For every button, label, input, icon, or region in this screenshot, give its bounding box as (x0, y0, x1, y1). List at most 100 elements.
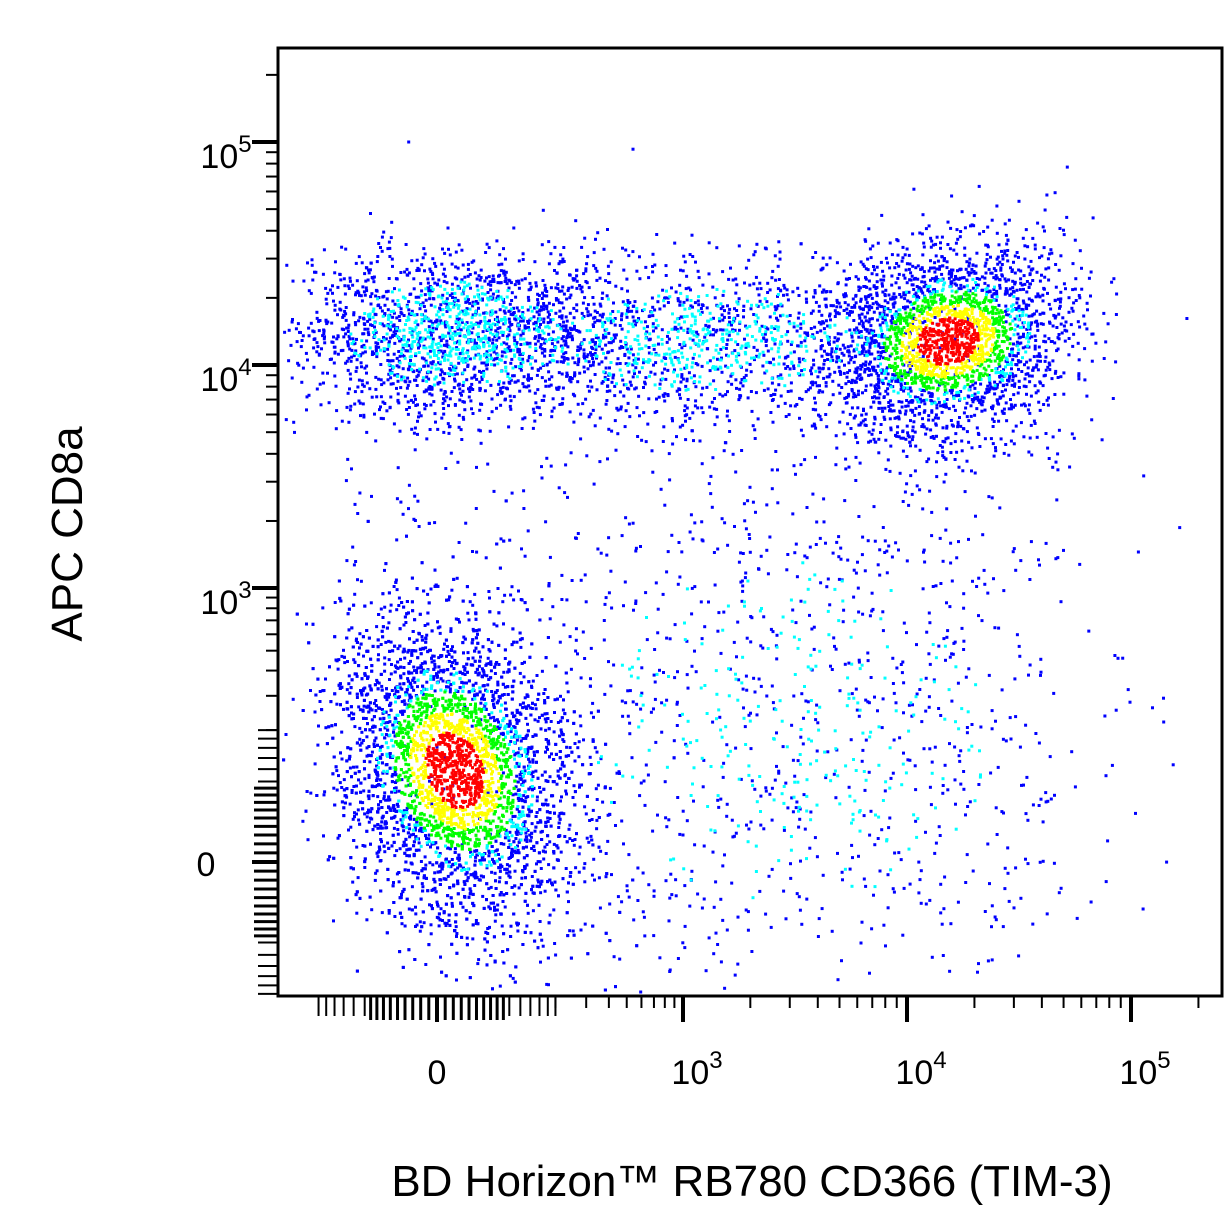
event-dot (811, 492, 815, 496)
event-dot (380, 629, 384, 633)
event-dot (370, 276, 374, 279)
event-dot (428, 267, 432, 271)
event-dot (495, 689, 499, 692)
event-dot (586, 367, 590, 371)
event-dot (495, 848, 499, 852)
event-dot (394, 580, 398, 584)
event-dot (431, 360, 435, 364)
event-dot (441, 679, 445, 683)
event-dot (467, 387, 470, 391)
event-dot (543, 850, 547, 854)
event-dot (1013, 271, 1017, 275)
event-dot (336, 352, 340, 356)
event-dot (472, 872, 476, 876)
event-dot (1012, 393, 1016, 397)
event-dot (522, 385, 526, 389)
event-dot (410, 685, 414, 689)
event-dot (433, 886, 437, 890)
event-dot (493, 905, 496, 909)
event-dot (335, 788, 339, 792)
event-dot (366, 331, 370, 335)
event-dot (646, 325, 649, 329)
event-dot (353, 725, 357, 729)
event-dot (452, 667, 456, 670)
event-dot (1021, 335, 1025, 339)
event-dot (836, 337, 840, 341)
event-dot (1028, 436, 1032, 440)
event-dot (375, 355, 379, 359)
event-dot (491, 341, 495, 345)
event-dot (573, 374, 576, 378)
event-dot (345, 359, 349, 363)
event-dot (1016, 359, 1020, 363)
event-dot (410, 885, 414, 889)
event-dot (967, 273, 971, 277)
event-dot (352, 765, 355, 769)
event-dot (401, 814, 405, 818)
event-dot (397, 789, 401, 793)
event-dot (842, 293, 846, 297)
event-dot (368, 895, 372, 899)
event-dot (573, 742, 577, 745)
event-dot (334, 384, 338, 388)
event-dot (391, 833, 395, 837)
event-dot (492, 358, 496, 362)
event-dot (443, 399, 447, 403)
event-dot (972, 214, 976, 218)
event-dot (400, 892, 403, 896)
event-dot (360, 345, 364, 349)
event-dot (909, 389, 913, 393)
event-dot (1008, 374, 1012, 378)
event-dot (902, 389, 906, 393)
event-dot (560, 337, 564, 341)
event-dot (525, 326, 528, 330)
event-dot (919, 287, 923, 291)
event-dot (503, 273, 507, 277)
event-dot (730, 323, 733, 327)
event-dot (391, 884, 395, 888)
event-dot (1021, 299, 1025, 303)
event-dot (1035, 309, 1039, 313)
event-dot (912, 420, 916, 424)
event-dot (1041, 225, 1045, 229)
event-dot (459, 328, 463, 332)
event-dot (893, 416, 897, 420)
event-dot (476, 922, 480, 926)
event-dot (297, 363, 301, 367)
event-dot (450, 262, 454, 266)
event-dot (376, 304, 380, 308)
event-dot (971, 400, 975, 404)
event-dot (894, 310, 898, 314)
event-dot (596, 709, 600, 713)
event-dot (374, 345, 378, 349)
event-dot (436, 904, 440, 908)
event-dot (447, 331, 451, 335)
event-dot (835, 446, 839, 450)
event-dot (348, 347, 352, 351)
event-dot (999, 268, 1003, 272)
event-dot (421, 301, 425, 305)
event-dot (418, 612, 422, 616)
event-dot (886, 392, 890, 396)
event-dot (375, 395, 379, 399)
event-dot (423, 293, 427, 297)
event-dot (350, 791, 354, 794)
event-dot (301, 334, 305, 338)
event-dot (394, 689, 398, 693)
event-dot (428, 392, 432, 396)
event-dot (386, 359, 390, 362)
event-dot (992, 420, 996, 423)
event-dot (537, 880, 541, 884)
event-dot (881, 290, 885, 294)
event-dot (514, 965, 518, 969)
event-dot (364, 728, 367, 732)
event-dot (504, 386, 508, 390)
event-dot (352, 658, 356, 662)
event-dot (955, 450, 959, 454)
event-dot (878, 323, 882, 327)
event-dot (466, 611, 470, 615)
event-dot (338, 273, 342, 276)
event-dot (587, 360, 591, 364)
event-dot (411, 630, 415, 633)
event-dot (489, 676, 493, 680)
